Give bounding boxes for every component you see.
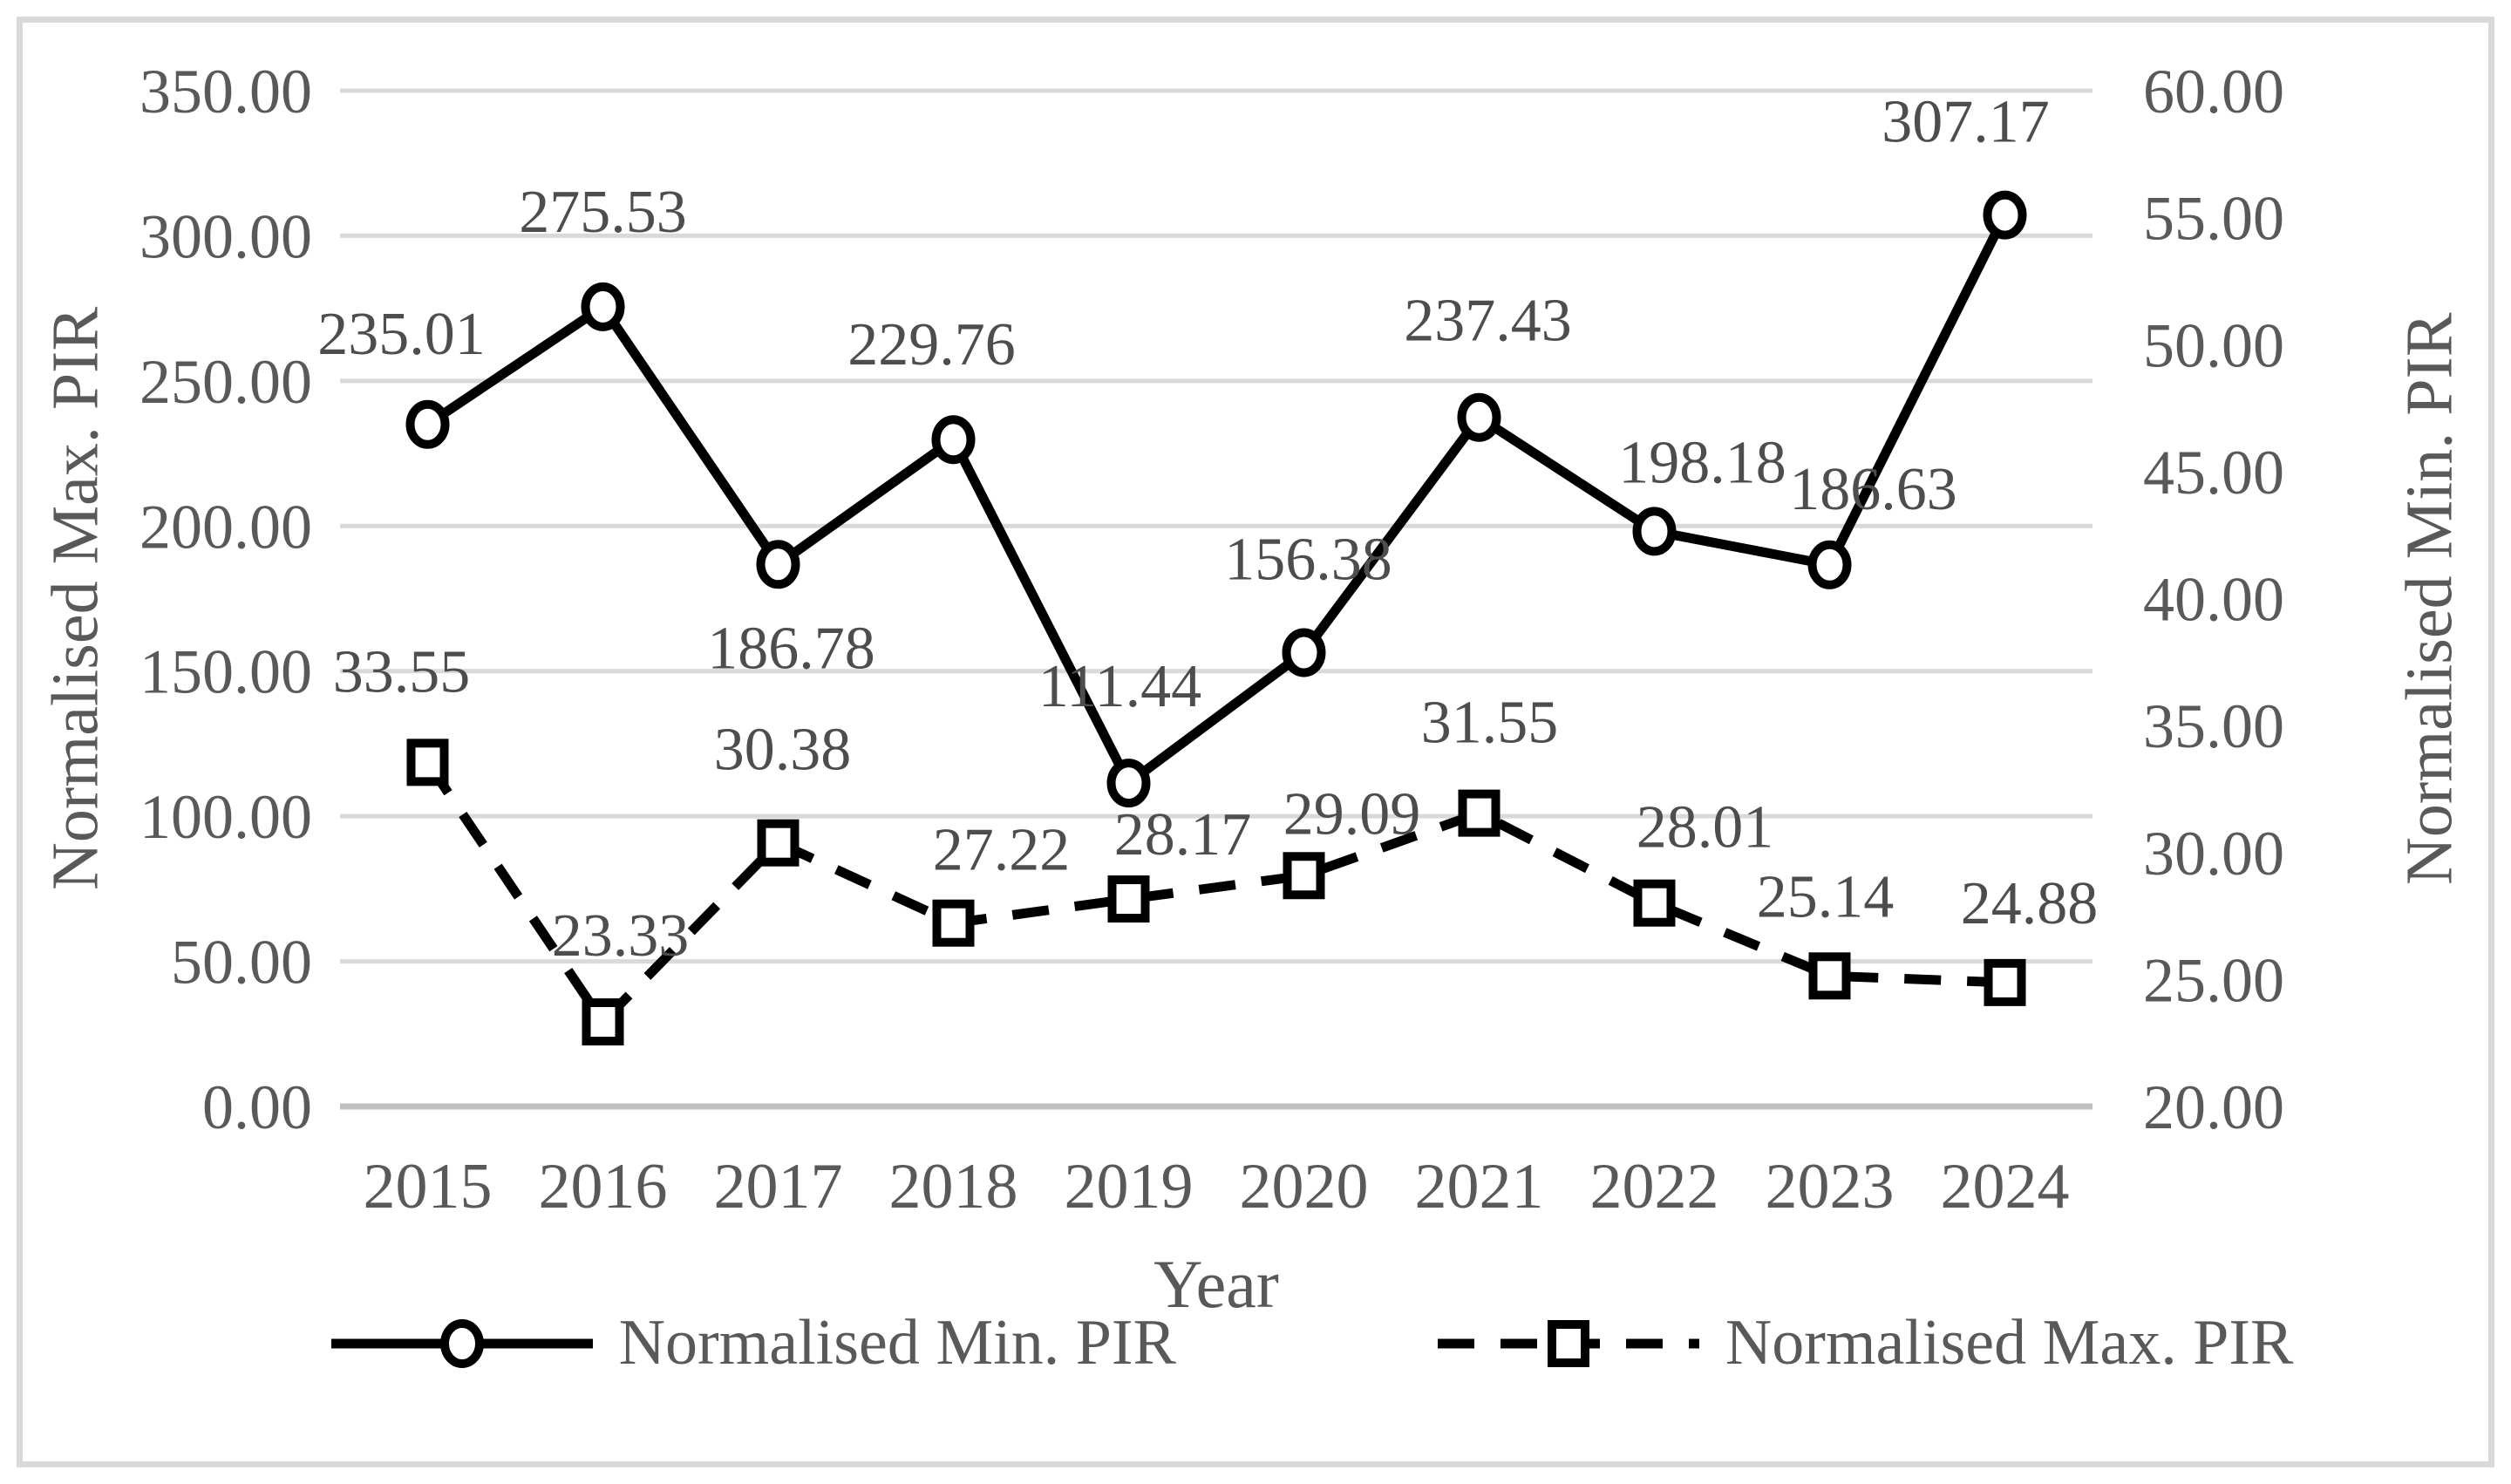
right-tick-label: 45.00 <box>2143 438 2284 507</box>
data-label: 156.38 <box>1224 526 1392 593</box>
data-label: 186.78 <box>707 615 875 682</box>
data-label: 25.14 <box>1757 863 1895 930</box>
marker-square <box>406 739 449 786</box>
x-tick-label: 2021 <box>1415 1151 1544 1222</box>
left-tick-label: 300.00 <box>140 201 312 271</box>
x-tick-label: 2015 <box>364 1151 493 1222</box>
marker-square <box>1458 789 1500 837</box>
data-label: 237.43 <box>1404 288 1572 355</box>
legend-item-min-pir: Normalised Min. PIR <box>330 1306 1176 1380</box>
legend-label-max-pir: Normalised Max. PIR <box>1725 1307 2294 1378</box>
data-label: 111.44 <box>1038 653 1201 720</box>
marker-circle <box>931 415 976 465</box>
marker-square <box>1808 952 1851 1000</box>
data-label: 31.55 <box>1421 690 1559 757</box>
marker-square <box>1984 958 2026 1006</box>
right-tick-label: 40.00 <box>2143 565 2284 635</box>
right-tick-label: 25.00 <box>2143 945 2284 1015</box>
right-axis-title: Normalised Min. PIR <box>2392 312 2467 885</box>
right-tick-label: 35.00 <box>2143 691 2284 761</box>
data-label: 29.09 <box>1283 780 1421 848</box>
marker-circle <box>1983 190 2027 240</box>
x-tick-label: 2018 <box>889 1151 1018 1222</box>
x-tick-label: 2022 <box>1590 1151 1719 1222</box>
left-tick-label: 50.00 <box>171 928 312 997</box>
marker-square <box>932 899 975 947</box>
marker-square <box>1633 879 1676 927</box>
data-label: 229.76 <box>847 311 1016 378</box>
legend-label-min-pir: Normalised Min. PIR <box>618 1307 1176 1378</box>
left-tick-label: 350.00 <box>140 57 312 126</box>
series-line-min-pir <box>425 213 2010 788</box>
marker-circle <box>1106 759 1151 808</box>
data-label: 24.88 <box>1961 870 2099 937</box>
marker-square <box>582 998 624 1046</box>
data-label: 28.17 <box>1114 801 1252 868</box>
marker-circle <box>756 540 800 589</box>
marker-square <box>1107 875 1150 923</box>
right-tick-label: 60.00 <box>2143 57 2284 126</box>
marker-circle <box>1457 392 1501 442</box>
data-label: 33.55 <box>333 638 471 705</box>
data-label: 186.63 <box>1789 456 1957 523</box>
data-label: 28.01 <box>1637 794 1774 861</box>
marker-square <box>1283 852 1325 900</box>
legend-swatch-solid-circle-icon <box>330 1318 593 1368</box>
data-label: 23.33 <box>552 902 690 970</box>
x-tick-label: 2024 <box>1941 1151 2070 1222</box>
x-tick-label: 2020 <box>1240 1151 1369 1222</box>
marker-circle <box>1807 540 1852 589</box>
data-label: 27.22 <box>933 817 1071 884</box>
x-tick-label: 2019 <box>1065 1151 1194 1222</box>
left-tick-label: 250.00 <box>140 347 312 417</box>
data-label: 275.53 <box>519 179 687 246</box>
marker-square <box>757 819 800 867</box>
legend: Normalised Min. PIR Normalised Max. PIR <box>0 1306 2511 1380</box>
left-tick-label: 150.00 <box>140 637 312 707</box>
right-tick-label: 20.00 <box>2143 1072 2284 1142</box>
marker-circle <box>405 399 450 449</box>
legend-swatch-dashed-square-icon <box>1437 1319 1699 1367</box>
marker-circle <box>581 282 625 331</box>
right-tick-label: 50.00 <box>2143 310 2284 380</box>
x-tick-label: 2017 <box>714 1151 843 1222</box>
data-label: 307.17 <box>1882 89 2050 156</box>
series-line-max-pir <box>423 759 2005 1027</box>
marker-circle <box>1632 507 1677 556</box>
x-tick-label: 2016 <box>539 1151 668 1222</box>
left-tick-label: 0.00 <box>202 1072 312 1142</box>
left-axis-title: Normalised Max. PIR <box>38 306 112 891</box>
data-label: 235.01 <box>317 301 486 368</box>
left-tick-label: 200.00 <box>140 492 312 562</box>
x-tick-label: 2023 <box>1766 1151 1895 1222</box>
legend-item-max-pir: Normalised Max. PIR <box>1437 1306 2294 1380</box>
data-label: 198.18 <box>1618 429 1786 496</box>
right-tick-label: 30.00 <box>2143 819 2284 888</box>
data-label: 30.38 <box>714 717 852 784</box>
left-tick-label: 100.00 <box>140 782 312 852</box>
right-tick-label: 55.00 <box>2143 184 2284 254</box>
marker-circle <box>1282 628 1326 677</box>
x-axis-title: Year <box>1153 1246 1279 1322</box>
